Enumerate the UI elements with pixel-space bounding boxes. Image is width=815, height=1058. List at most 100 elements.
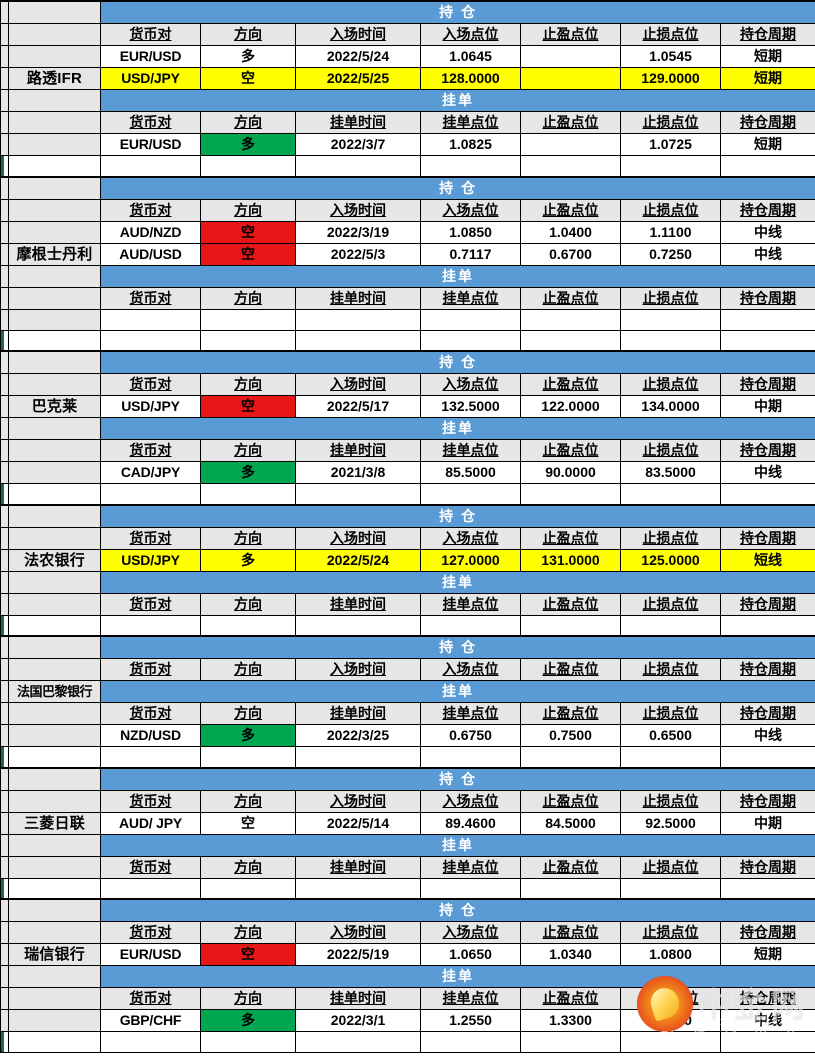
bank-name-1: 路透IFR (8, 67, 101, 90)
cell-take-profit (520, 45, 621, 68)
column-header-5: 止盈点位 (520, 111, 621, 134)
cell-period: 中期 (719, 395, 815, 418)
column-header-1: 货币对 (100, 198, 201, 222)
cell-stop-loss: 1.0545 (620, 45, 721, 68)
table-row: 法国巴黎银行 挂单 (0, 680, 815, 703)
row-gutter (0, 680, 9, 703)
row-gutter (0, 702, 9, 725)
spacer-cell (420, 1031, 521, 1053)
table-row: 货币对 方向 挂单时间 挂单点位 止盈点位 止损点位 持仓周期 (0, 987, 815, 1010)
cell-stop-loss: 0.6500 (620, 724, 721, 747)
cell-take-profit (520, 133, 621, 156)
row-gutter (0, 67, 9, 90)
row-gutter (0, 133, 9, 156)
spacer-cell (719, 329, 815, 352)
table-row: 挂单 (0, 417, 815, 440)
spacer-cell (420, 483, 521, 505)
column-header-6: 止损点位 (620, 198, 721, 222)
bank-name-6: 三菱日联 (8, 811, 101, 835)
band-spacer-row (0, 155, 815, 177)
column-header-7: 持仓周期 (719, 111, 815, 134)
row-gutter (0, 943, 9, 966)
row-gutter (0, 308, 9, 331)
row-gutter (0, 198, 9, 222)
spacer-cell (520, 483, 621, 505)
row-gutter (0, 1009, 9, 1032)
row-gutter (0, 987, 9, 1010)
cell-take-profit: 90.0000 (520, 461, 621, 484)
row-gutter (0, 614, 9, 637)
bank-name-filler (8, 898, 101, 922)
cell-currency-pair: EUR/USD (100, 133, 201, 156)
spacer-cell (295, 746, 421, 768)
column-header-4: 入场点位 (420, 373, 521, 396)
cell-direction: 多 (200, 461, 296, 484)
cell-take-profit (520, 308, 621, 331)
column-header-3: 入场时间 (295, 526, 421, 550)
band-spacer-row (0, 877, 815, 900)
row-gutter (0, 570, 9, 594)
table-row: 持 仓 (0, 635, 815, 659)
section-title-position: 持 仓 (99, 0, 815, 24)
column-header-7: 持仓周期 (719, 198, 815, 222)
bank-name-filler (8, 350, 101, 374)
cell-direction: 多 (200, 133, 296, 156)
column-header-2: 方向 (200, 198, 296, 222)
bank-name-filler (8, 308, 101, 331)
table-row: AUD/NZD 空 2022/3/19 1.0850 1.0400 1.1100 中线 (0, 220, 815, 244)
row-gutter (0, 724, 9, 747)
cell-time: 2021/3/8 (295, 461, 421, 484)
column-header-2: 方向 (200, 526, 296, 550)
spacer-cell (520, 614, 621, 637)
bank-name-filler (8, 503, 101, 528)
row-gutter (0, 833, 9, 857)
cell-period: 中线 (719, 461, 815, 484)
spacer-cell (100, 155, 201, 177)
section-title-pending: 挂单 (99, 965, 815, 988)
cell-time: 2022/5/24 (295, 548, 421, 572)
column-header-2: 方向 (200, 921, 296, 944)
table-row: NZD/USD 多 2022/3/25 0.6750 0.7500 0.6500 中线 (0, 724, 815, 747)
band-spacer-row (0, 614, 815, 637)
bank-name-2: 摩根士丹利 (8, 242, 101, 266)
row-gutter (0, 965, 9, 988)
bank-name-filler (8, 373, 101, 396)
column-header-6: 止损点位 (620, 789, 721, 813)
cell-entry-price: 1.0825 (420, 133, 521, 156)
row-gutter (0, 658, 9, 681)
spacer-cell (520, 329, 621, 352)
spacer-label (8, 1031, 101, 1053)
cell-time: 2022/3/25 (295, 724, 421, 747)
section-title-position: 持 仓 (99, 503, 815, 528)
spacer-label (8, 877, 101, 900)
column-header-7: 持仓周期 (719, 921, 815, 944)
spacer-cell (420, 746, 521, 768)
cell-currency-pair: USD/JPY (100, 395, 201, 418)
table-row: 挂单 (0, 264, 815, 288)
table-row: 持 仓 (0, 898, 815, 922)
table-row: 货币对 方向 入场时间 入场点位 止盈点位 止损点位 持仓周期 (0, 198, 815, 222)
row-gutter (0, 242, 9, 266)
column-header-2: 方向 (200, 373, 296, 396)
column-header-6: 止损点位 (620, 439, 721, 462)
column-header-4: 挂单点位 (420, 592, 521, 616)
column-header-4: 入场点位 (420, 198, 521, 222)
table-row: 持 仓 (0, 766, 815, 791)
band-spacer-row (0, 746, 815, 768)
cell-currency-pair: CAD/JPY (100, 461, 201, 484)
table-row: GBP/CHF 多 2022/3/1 1.2550 1.3300 1.2400 中线 (0, 1009, 815, 1032)
bank-name-filler (8, 658, 101, 681)
cell-currency-pair: EUR/USD (100, 45, 201, 68)
table-row: 挂单 (0, 833, 815, 857)
column-header-4: 入场点位 (420, 526, 521, 550)
column-header-1: 货币对 (100, 526, 201, 550)
cell-currency-pair: AUD/USD (100, 242, 201, 266)
bank-name-filler (8, 987, 101, 1010)
column-header-7: 持仓周期 (719, 702, 815, 725)
cell-take-profit: 1.3300 (520, 1009, 621, 1032)
cell-currency-pair: USD/JPY (100, 548, 201, 572)
spacer-cell (620, 329, 721, 352)
table-row: 瑞信银行 EUR/USD 空 2022/5/19 1.0650 1.0340 1.0800 短… (0, 943, 815, 966)
column-header-2: 方向 (200, 987, 296, 1010)
column-header-4: 挂单点位 (420, 855, 521, 879)
